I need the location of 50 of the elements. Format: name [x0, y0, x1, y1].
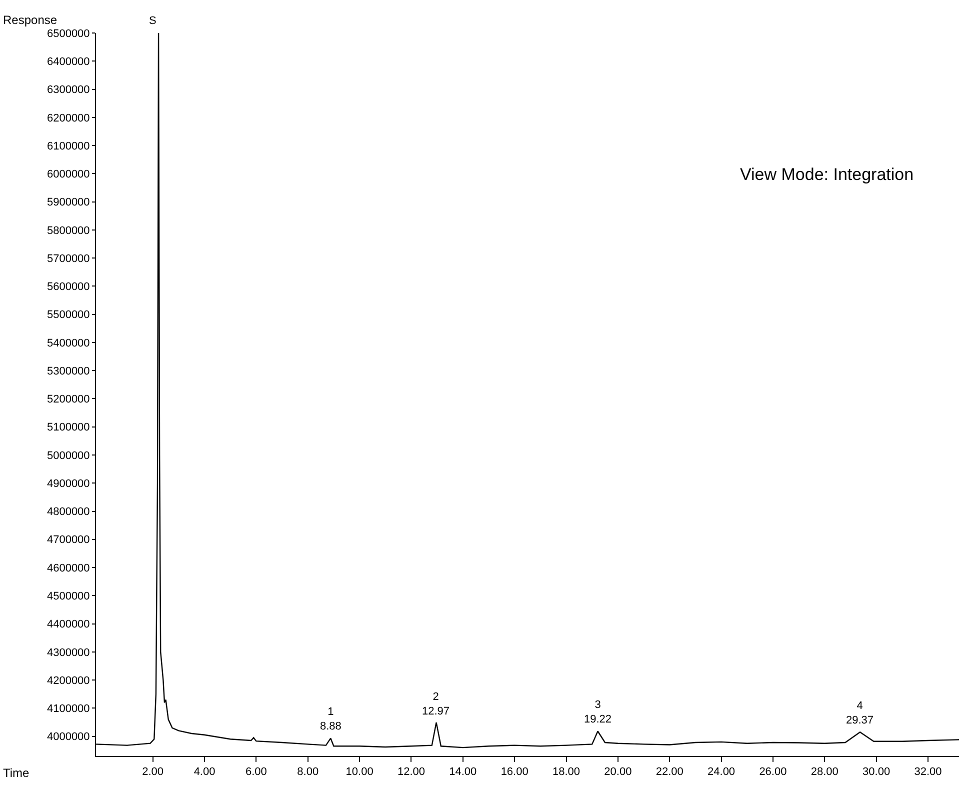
x-tick-label: 24.00 — [708, 766, 736, 778]
y-tick-label: 6500000 — [46, 28, 90, 40]
x-tick-label: 22.00 — [656, 766, 684, 778]
y-tick-label: 5400000 — [46, 337, 90, 350]
y-tick-label: 5100000 — [46, 422, 90, 434]
x-tick-label: 30.00 — [862, 766, 890, 778]
annotation: S — [149, 15, 156, 27]
x-tick-label: 20.00 — [604, 766, 632, 778]
x-tick-label: 2.00 — [142, 766, 164, 778]
y-tick-label: 4700000 — [46, 534, 90, 546]
y-tick-label: 5600000 — [46, 281, 90, 294]
x-tick-label: 32.00 — [914, 766, 942, 778]
x-tick-label: 6.00 — [245, 766, 267, 778]
x-axis-title: Time — [3, 766, 30, 780]
y-tick-label: 6400000 — [46, 56, 90, 68]
y-tick-label: 4000000 — [46, 731, 90, 744]
y-tick-label: 4800000 — [46, 506, 90, 518]
annotation: 2 12.97 — [422, 691, 450, 718]
x-tick-label: 12.00 — [397, 766, 425, 778]
y-tick-label: 5300000 — [46, 365, 90, 378]
x-tick-label: 10.00 — [346, 766, 374, 778]
annotation: 3 19.22 — [584, 699, 612, 726]
y-tick-label: 6200000 — [46, 112, 90, 124]
annotation: 4 29.37 — [846, 700, 874, 726]
x-tick-label: 18.00 — [552, 766, 580, 778]
x-tick-label: 8.00 — [297, 766, 319, 778]
y-axis-title: Response — [3, 13, 58, 27]
y-tick-label: 4900000 — [46, 478, 90, 490]
y-tick-label: 6100000 — [46, 140, 90, 152]
y-tick-label: 5200000 — [46, 394, 90, 406]
y-tick-label: 4300000 — [46, 646, 90, 659]
annotation: View Mode: Integration — [740, 165, 914, 184]
y-tick-label: 5800000 — [46, 224, 90, 237]
y-tick-label: 4400000 — [46, 618, 90, 631]
y-tick-label: 5000000 — [46, 450, 90, 462]
x-tick-label: 28.00 — [810, 766, 838, 778]
y-tick-label: 5900000 — [46, 196, 90, 209]
y-tick-label: 4500000 — [46, 590, 90, 602]
x-tick-label: 14.00 — [449, 766, 477, 778]
annotation: 1 8.88 — [320, 706, 342, 732]
y-tick-label: 4200000 — [46, 674, 90, 687]
x-tick-label: 4.00 — [194, 766, 216, 778]
y-tick-label: 4600000 — [46, 562, 90, 574]
y-tick-label: 5500000 — [46, 309, 90, 322]
x-tick-label: 16.00 — [500, 766, 528, 778]
y-tick-label: 4100000 — [46, 703, 90, 716]
y-tick-label: 6300000 — [46, 84, 90, 96]
x-tick-label: 26.00 — [759, 766, 787, 778]
y-tick-label: 6000000 — [46, 168, 90, 181]
y-tick-label: 5700000 — [46, 252, 90, 265]
